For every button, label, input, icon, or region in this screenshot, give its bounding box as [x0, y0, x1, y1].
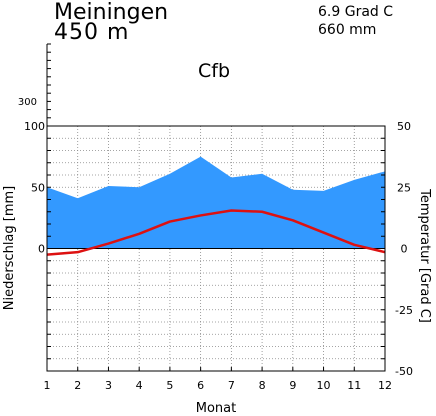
precip-tick-label: 0: [38, 243, 45, 256]
data-layer: [46, 156, 386, 256]
x-tick-label: 7: [228, 379, 235, 392]
x-tick-label: 1: [44, 379, 51, 392]
x-tick-label: 5: [166, 379, 173, 392]
x-tick-label: 10: [317, 379, 331, 392]
x-tick-label: 4: [136, 379, 143, 392]
station-name: Meiningen: [54, 0, 169, 25]
temperature-line: [46, 209, 386, 256]
precip-upper-tick-label: 300: [18, 97, 37, 108]
temp-tick-label: 25: [397, 181, 411, 194]
x-tick-label: 11: [347, 379, 361, 392]
temp-tick-label: 50: [397, 120, 411, 133]
x-tick-label: 2: [74, 379, 81, 392]
station-elevation: 450 m: [54, 20, 130, 45]
mean-temperature: 6.9 Grad C: [318, 4, 394, 20]
precip-tick-label: 100: [24, 120, 45, 133]
x-tick-label: 3: [105, 379, 112, 392]
annual-precipitation: 660 mm: [318, 22, 377, 38]
axes: [46, 43, 386, 372]
x-tick-label: 12: [378, 379, 392, 392]
y-axis-right-label: Temperatur [Grad C]: [417, 188, 432, 323]
temp-tick-label: -50: [395, 365, 413, 378]
x-tick-label: 9: [289, 379, 296, 392]
y-axis-left-label: Niederschlag [mm]: [2, 186, 17, 311]
temp-tick-label: -25: [395, 304, 413, 317]
precip-tick-label: 50: [31, 181, 45, 194]
precipitation-area: [47, 156, 385, 249]
climate-classification: Cfb: [198, 60, 231, 82]
x-tick-label: 8: [259, 379, 266, 392]
x-tick-label: 6: [197, 379, 204, 392]
x-axis-label: Monat: [196, 401, 236, 416]
temp-tick-label: 0: [401, 243, 408, 256]
